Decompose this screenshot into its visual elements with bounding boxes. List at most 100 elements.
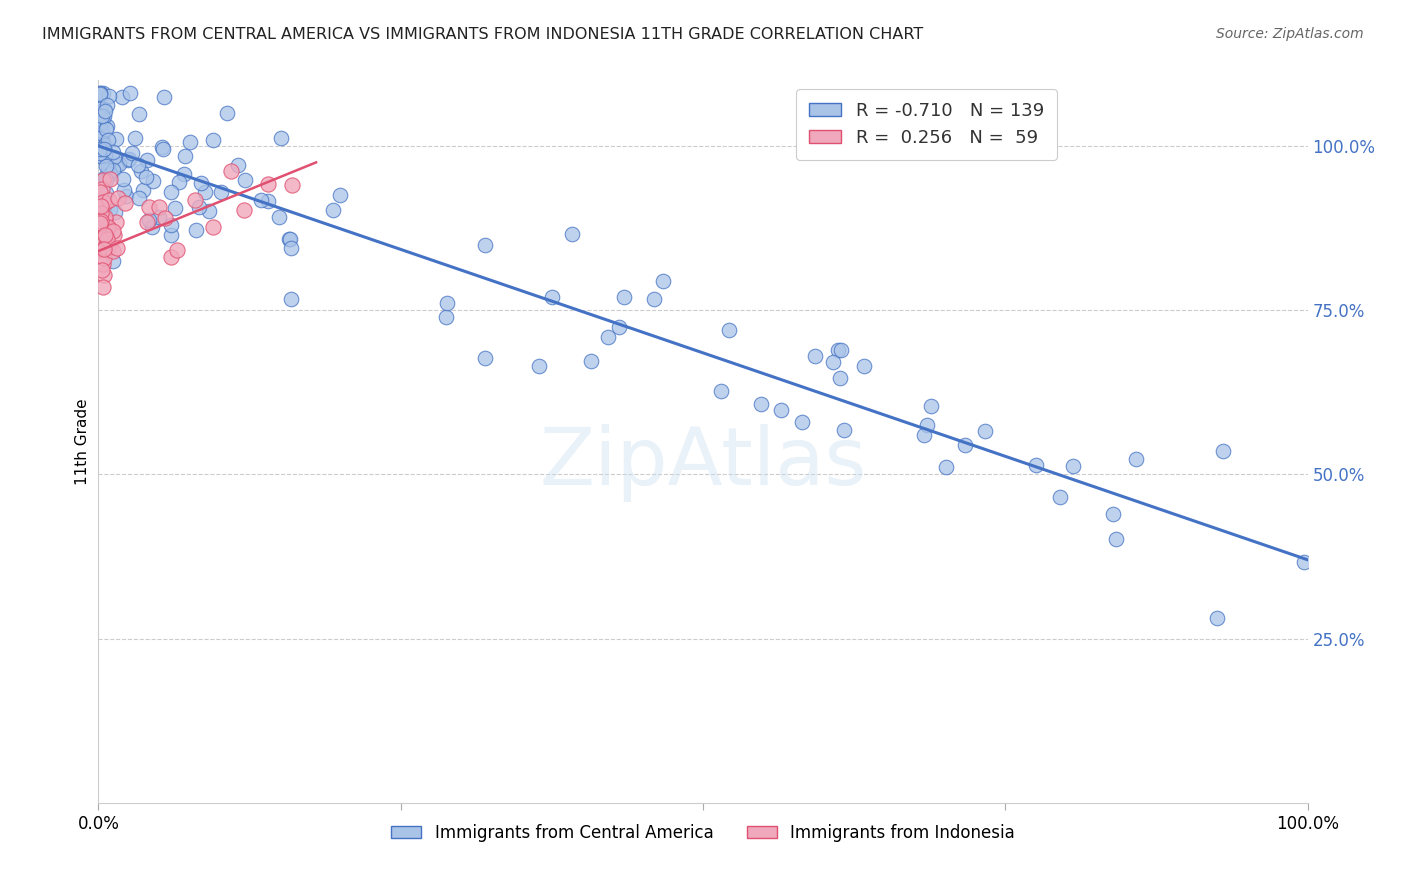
Point	[89, 212, 111, 227]
Point	[114, 195, 136, 210]
Point	[179, 135, 201, 149]
Point	[112, 172, 135, 186]
Point	[93, 102, 115, 116]
Point	[1292, 555, 1315, 569]
Point	[280, 241, 302, 255]
Point	[103, 150, 125, 164]
Point	[718, 323, 741, 337]
Point	[90, 149, 112, 163]
Point	[148, 200, 170, 214]
Point	[540, 290, 562, 304]
Point	[165, 201, 187, 215]
Point	[643, 293, 665, 307]
Point	[955, 438, 977, 452]
Point	[96, 231, 118, 245]
Point	[91, 87, 114, 101]
Point	[89, 142, 111, 156]
Point	[329, 188, 352, 202]
Point	[832, 423, 855, 437]
Point	[89, 102, 111, 116]
Point	[138, 213, 160, 227]
Point	[90, 109, 112, 123]
Point	[579, 354, 602, 368]
Point	[93, 251, 115, 265]
Point	[141, 220, 163, 235]
Point	[173, 149, 195, 163]
Point	[256, 178, 278, 192]
Point	[1212, 444, 1234, 458]
Point	[1105, 532, 1128, 546]
Point	[101, 244, 124, 259]
Point	[97, 221, 120, 235]
Point	[89, 146, 111, 161]
Point	[90, 131, 112, 145]
Point	[93, 268, 115, 282]
Legend: Immigrants from Central America, Immigrants from Indonesia: Immigrants from Central America, Immigra…	[385, 817, 1021, 848]
Point	[94, 227, 117, 242]
Point	[436, 295, 458, 310]
Point	[103, 253, 125, 268]
Point	[93, 203, 115, 218]
Point	[607, 320, 630, 334]
Point	[93, 242, 115, 256]
Point	[90, 217, 112, 231]
Point	[91, 113, 114, 128]
Point	[94, 244, 117, 258]
Point	[277, 231, 299, 245]
Point	[91, 182, 114, 196]
Point	[93, 218, 115, 232]
Point	[91, 243, 114, 257]
Point	[108, 157, 131, 171]
Point	[89, 87, 111, 101]
Point	[90, 206, 112, 220]
Point	[89, 208, 111, 222]
Point	[132, 183, 155, 197]
Point	[90, 262, 112, 277]
Point	[150, 140, 173, 154]
Point	[89, 87, 111, 101]
Point	[90, 126, 112, 140]
Point	[167, 175, 190, 189]
Point	[93, 217, 115, 231]
Point	[90, 213, 112, 227]
Point	[91, 280, 114, 294]
Point	[152, 143, 174, 157]
Point	[1125, 451, 1147, 466]
Point	[96, 98, 118, 112]
Point	[89, 119, 111, 133]
Point	[853, 359, 876, 373]
Point	[89, 214, 111, 228]
Point	[89, 185, 111, 199]
Point	[97, 193, 120, 207]
Point	[91, 235, 114, 249]
Point	[166, 243, 188, 257]
Point	[770, 403, 793, 417]
Point	[1049, 490, 1071, 504]
Point	[129, 164, 152, 178]
Point	[93, 240, 115, 254]
Point	[89, 242, 111, 256]
Point	[184, 194, 207, 208]
Point	[104, 215, 127, 229]
Point	[98, 167, 121, 181]
Text: IMMIGRANTS FROM CENTRAL AMERICA VS IMMIGRANTS FROM INDONESIA 11TH GRADE CORRELAT: IMMIGRANTS FROM CENTRAL AMERICA VS IMMIG…	[42, 27, 924, 42]
Point	[94, 196, 117, 211]
Point	[160, 250, 183, 264]
Point	[1206, 611, 1229, 625]
Point	[270, 131, 292, 145]
Point	[209, 185, 232, 199]
Point	[97, 133, 120, 147]
Point	[527, 359, 550, 373]
Point	[190, 176, 212, 190]
Point	[120, 87, 142, 101]
Point	[935, 459, 957, 474]
Point	[121, 146, 143, 161]
Point	[823, 355, 845, 369]
Point	[105, 157, 128, 171]
Point	[160, 218, 183, 232]
Point	[104, 204, 127, 219]
Point	[91, 232, 114, 246]
Point	[830, 370, 852, 384]
Point	[434, 310, 457, 324]
Point	[710, 384, 733, 398]
